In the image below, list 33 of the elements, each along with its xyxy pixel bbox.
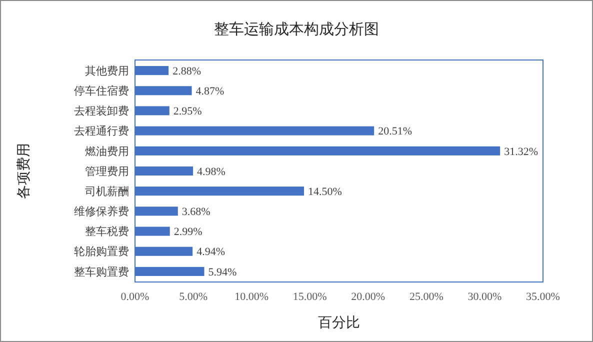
x-tick-label: 10.00% bbox=[234, 291, 269, 303]
data-label: 20.51% bbox=[378, 126, 412, 138]
x-tick-label: 20.00% bbox=[351, 291, 386, 303]
chart-title: 整车运输成本构成分析图 bbox=[214, 20, 379, 38]
y-tick-label: 整车购置费 bbox=[74, 265, 129, 278]
y-axis-title: 各项费用 bbox=[16, 143, 32, 199]
data-label: 3.68% bbox=[182, 206, 210, 218]
data-label: 4.87% bbox=[196, 85, 224, 98]
y-tick-label: 轮胎购置费 bbox=[74, 245, 129, 258]
x-tick-label: 0.00% bbox=[120, 291, 150, 303]
x-tick-label: 25.00% bbox=[409, 291, 444, 303]
x-tick-label: 35.00% bbox=[526, 291, 560, 303]
data-label: 4.98% bbox=[197, 166, 226, 178]
y-tick-label: 维修保养费 bbox=[74, 205, 129, 218]
y-tick-label: 整车税费 bbox=[85, 225, 129, 238]
x-axis-title: 百分比 bbox=[318, 315, 360, 331]
x-tick-label: 15.00% bbox=[292, 291, 327, 303]
y-tick-label: 司机薪酬 bbox=[85, 184, 129, 198]
y-tick-label: 停车住宿费 bbox=[74, 84, 129, 98]
y-tick-label: 其他费用 bbox=[85, 64, 129, 78]
y-tick-label: 管理费用 bbox=[85, 164, 129, 178]
x-tick-label: 5.00% bbox=[179, 291, 208, 303]
x-tick-label: 30.00% bbox=[468, 291, 502, 303]
data-label: 2.88% bbox=[172, 65, 201, 78]
data-label: 2.95% bbox=[173, 106, 202, 118]
data-label: 31.32% bbox=[504, 146, 538, 158]
data-label: 5.94% bbox=[208, 266, 237, 278]
data-label: 14.50% bbox=[308, 186, 342, 198]
y-tick-label: 去程装卸费 bbox=[74, 104, 129, 118]
y-tick-label: 去程通行费 bbox=[74, 124, 129, 138]
data-label: 2.99% bbox=[174, 226, 202, 238]
data-label: 4.94% bbox=[196, 246, 226, 258]
y-tick-label: 燃油费用 bbox=[85, 144, 129, 158]
